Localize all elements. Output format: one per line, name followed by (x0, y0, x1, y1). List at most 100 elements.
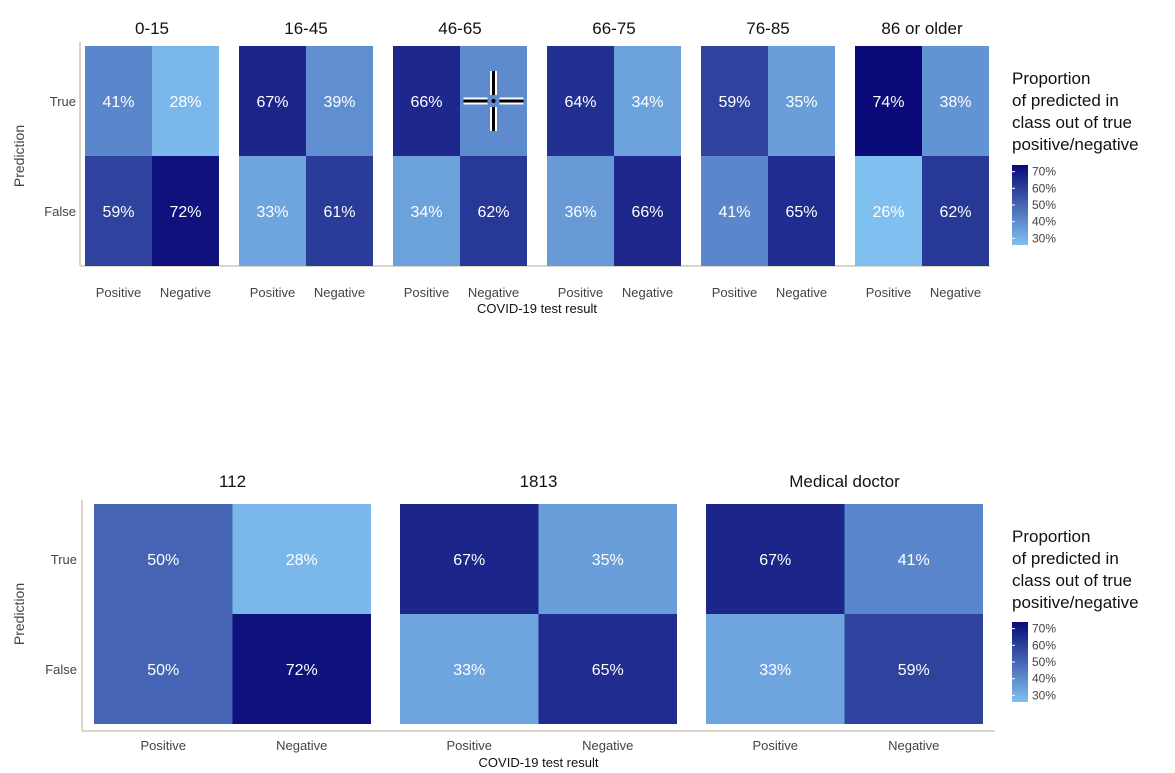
heatmap-cell (614, 46, 681, 156)
legend-tick-label: 50% (1032, 655, 1056, 669)
legend-tick-label: 70% (1032, 622, 1056, 636)
heatmap-cell (538, 614, 677, 724)
cell-value-label: 62% (939, 204, 971, 221)
cell-value-label: 67% (759, 552, 791, 569)
heatmap-cell (400, 504, 539, 614)
x-tick-label-positive: Positive (752, 738, 798, 753)
heatmap-cell (85, 46, 152, 156)
x-tick-label-negative: Negative (888, 738, 939, 753)
x-tick-label-negative: Negative (276, 738, 327, 753)
cell-value-label: 67% (453, 552, 485, 569)
heatmap-cell (460, 156, 527, 266)
facet-3: 46-65 66% 34% 62% Positive Negative (393, 19, 527, 300)
facet-2: 1813 67% 35% 33% 65% Positive Negative (400, 472, 677, 753)
legend-tick-label: 60% (1032, 638, 1056, 652)
facet-title: 76-85 (746, 19, 789, 38)
heatmap-cell (232, 614, 371, 724)
heatmap-cell (232, 504, 371, 614)
cell-value-label: 34% (410, 204, 442, 221)
heatmap-cell (706, 614, 845, 724)
heatmap-cell (547, 46, 614, 156)
legend-tick-label: 40% (1032, 215, 1056, 229)
legend-color-bar (1012, 622, 1028, 702)
heatmap-cell (855, 46, 922, 156)
heatmap-cell (922, 156, 989, 266)
facet-3: Medical doctor 67% 41% 33% 59% Positive Negati… (706, 472, 983, 753)
facet-title: 86 or older (881, 19, 963, 38)
cell-value-label: 62% (477, 204, 509, 221)
cell-value-label: 59% (718, 94, 750, 111)
heatmap-cell (547, 156, 614, 266)
heatmap-cell (94, 504, 233, 614)
heatmap-cell (844, 504, 983, 614)
heatmap-cell (701, 156, 768, 266)
cell-value-label: 28% (286, 552, 318, 569)
cell-value-label: 38% (939, 94, 971, 111)
y-tick-label-false: False (44, 204, 76, 219)
x-tick-label-negative: Negative (776, 285, 827, 300)
cell-value-label: 50% (147, 552, 179, 569)
heatmap-cell (922, 46, 989, 156)
legend-title-line: positive/negative (1012, 593, 1139, 612)
heatmap-cell (844, 614, 983, 724)
y-tick-label-true: True (50, 94, 76, 109)
x-tick-label-negative: Negative (160, 285, 211, 300)
cell-value-label: 39% (323, 94, 355, 111)
cell-value-label: 33% (453, 662, 485, 679)
x-axis-title: COVID-19 test result (479, 755, 599, 770)
heatmap-cell (855, 156, 922, 266)
facet-title: 16-45 (284, 19, 327, 38)
x-tick-label-positive: Positive (866, 285, 912, 300)
x-tick-label-negative: Negative (622, 285, 673, 300)
x-tick-label-negative: Negative (314, 285, 365, 300)
legend-tick-label: 40% (1032, 672, 1056, 686)
cell-value-label: 41% (102, 94, 134, 111)
x-tick-label-negative: Negative (930, 285, 981, 300)
cell-value-label: 59% (898, 662, 930, 679)
x-tick-label-positive: Positive (446, 738, 492, 753)
legend: Proportion of predicted in class out of t… (1012, 69, 1139, 245)
cell-value-label: 66% (631, 204, 663, 221)
x-tick-label-negative: Negative (582, 738, 633, 753)
facet-title: 112 (219, 472, 246, 491)
x-tick-label-positive: Positive (250, 285, 296, 300)
heatmap-cell (239, 46, 306, 156)
legend-color-bar (1012, 165, 1028, 245)
cell-value-label: 61% (323, 204, 355, 221)
heatmap-cell (306, 46, 373, 156)
chart-panel-group-2: True False Prediction 112 50% 28% 50% 72% Positi… (11, 472, 1139, 770)
legend-tick-label: 30% (1032, 688, 1056, 702)
x-tick-label-positive: Positive (140, 738, 186, 753)
legend-title-line: Proportion (1012, 527, 1090, 546)
legend-title-line: of predicted in (1012, 549, 1119, 568)
heatmap-cell (239, 156, 306, 266)
heatmap-cell (614, 156, 681, 266)
facet-title: 1813 (520, 472, 558, 491)
legend-tick-label: 30% (1032, 231, 1056, 245)
cell-value-label: 26% (872, 204, 904, 221)
x-tick-label-negative: Negative (468, 285, 519, 300)
facet-5: 76-85 59% 35% 41% 65% Positive Negative (701, 19, 835, 300)
facet-1: 112 50% 28% 50% 72% Positive Negative (94, 472, 371, 753)
cell-value-label: 66% (410, 94, 442, 111)
cell-value-label: 64% (564, 94, 596, 111)
legend-title-line: class out of true (1012, 113, 1132, 132)
y-axis-title: Prediction (11, 583, 27, 645)
heatmap-cell (701, 46, 768, 156)
facet-title: 0-15 (135, 19, 169, 38)
cell-value-label: 34% (631, 94, 663, 111)
legend: Proportion of predicted in class out of t… (1012, 527, 1139, 702)
heatmap-cell (393, 156, 460, 266)
cell-value-label: 41% (898, 552, 930, 569)
x-tick-label-positive: Positive (712, 285, 758, 300)
facet-1: 0-15 41% 28% 59% 72% Positive Negative (85, 19, 219, 300)
facet-title: 66-75 (592, 19, 635, 38)
cell-value-label: 50% (147, 662, 179, 679)
cell-value-label: 59% (102, 204, 134, 221)
cell-value-label: 28% (169, 94, 201, 111)
heatmap-cell (706, 504, 845, 614)
heatmap-cell (306, 156, 373, 266)
y-tick-label-true: True (51, 552, 77, 567)
facet-title: Medical doctor (789, 472, 900, 491)
